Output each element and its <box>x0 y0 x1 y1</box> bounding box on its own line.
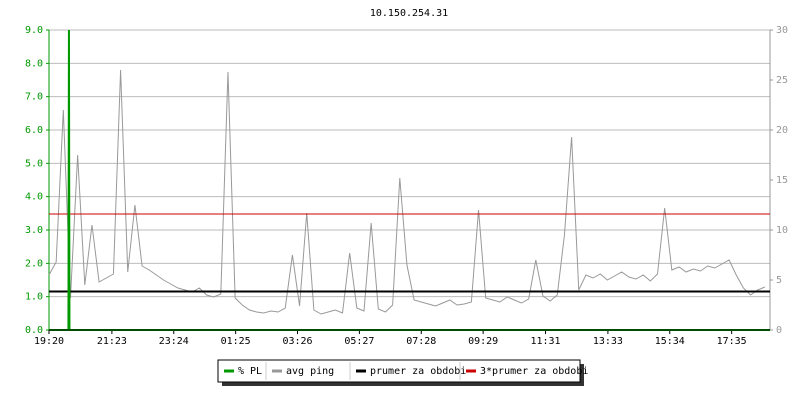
x-tick-label: 17:35 <box>717 336 747 347</box>
y-tick-label: 7.0 <box>25 92 43 103</box>
y2-tick-label: 30 <box>776 25 788 36</box>
y2-tick-label: 20 <box>776 125 788 136</box>
legend-label: 3*prumer za obdobi <box>480 366 588 377</box>
legend-label: avg ping <box>286 366 334 377</box>
y-tick-label: 0.0 <box>25 325 43 336</box>
x-tick-label: 07:28 <box>406 336 436 347</box>
x-tick-label: 19:20 <box>34 336 64 347</box>
legend-box <box>217 359 581 383</box>
legend-label: prumer za obdobi <box>370 366 466 377</box>
y2-tick-label: 25 <box>776 75 788 86</box>
y-tick-label: 5.0 <box>25 158 43 169</box>
series-line <box>48 69 766 315</box>
x-tick-label: 15:34 <box>655 336 685 347</box>
chart-title: 10.150.254.31 <box>370 8 448 19</box>
y-tick-label: 8.0 <box>25 58 43 69</box>
y-tick-label: 4.0 <box>25 192 43 203</box>
y-tick-label: 2.0 <box>25 258 43 269</box>
y-tick-label: 6.0 <box>25 125 43 136</box>
y-tick-label: 9.0 <box>25 25 43 36</box>
x-tick-label: 05:27 <box>344 336 374 347</box>
y-tick-label: 3.0 <box>25 225 43 236</box>
y2-tick-label: 5 <box>776 275 782 286</box>
x-tick-label: 01:25 <box>221 336 251 347</box>
x-tick-label: 23:24 <box>159 336 189 347</box>
x-tick-label: 13:33 <box>593 336 623 347</box>
legend: % PL avg ping prumer za obdobi 3*prumer za … <box>224 362 588 380</box>
y2-tick-label: 15 <box>776 175 788 186</box>
legend-label: % PL <box>238 366 262 377</box>
y2-tick-label: 0 <box>776 325 782 336</box>
x-tick-label: 11:31 <box>530 336 560 347</box>
x-tick-label: 03:26 <box>282 336 312 347</box>
x-tick-label: 21:23 <box>97 336 127 347</box>
x-tick-label: 09:29 <box>468 336 498 347</box>
y-tick-label: 1.0 <box>25 292 43 303</box>
y2-tick-label: 10 <box>776 225 788 236</box>
